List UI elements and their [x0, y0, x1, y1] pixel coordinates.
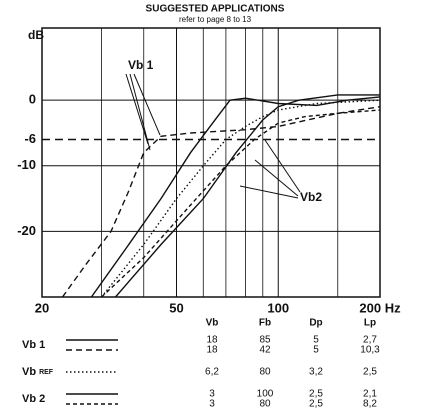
x-tick-label: 20	[35, 300, 49, 315]
table-cell: 18	[206, 345, 218, 356]
curve	[114, 94, 380, 297]
title: SUGGESTED APPLICATIONS	[146, 4, 285, 15]
table-cell: 100	[257, 389, 274, 400]
y-tick-label: -6	[24, 131, 36, 146]
table-cell: 80	[259, 399, 271, 408]
table-cell: 85	[259, 335, 271, 346]
y-tick-label: -20	[17, 223, 36, 238]
table-cell: 3	[209, 389, 215, 400]
table-cell: 8,2	[363, 399, 377, 408]
row-label-sub: REF	[39, 369, 54, 376]
curve	[61, 106, 380, 297]
y-unit: dB	[28, 28, 44, 42]
table-cell: 5	[313, 345, 319, 356]
curve	[90, 96, 380, 297]
x-tick-label: 200 Hz	[359, 300, 401, 315]
table-cell: 5	[313, 335, 319, 346]
table-cell: 3,2	[309, 367, 323, 378]
pointer	[125, 73, 161, 151]
annotation: Vb2	[300, 190, 322, 204]
table-header: Vb	[206, 318, 219, 329]
table-header: Fb	[259, 318, 271, 329]
table-cell: 2,5	[363, 367, 377, 378]
table-cell: 6,2	[205, 367, 219, 378]
row-label: Vb 2	[22, 393, 45, 405]
curve	[100, 99, 380, 297]
table-cell: 80	[259, 367, 271, 378]
table-cell: 2,5	[309, 389, 323, 400]
annotation: Vb 1	[128, 58, 154, 72]
table-header: Lp	[364, 318, 376, 329]
pointer	[239, 139, 301, 199]
y-tick-label: 0	[29, 92, 36, 107]
y-tick-label: -10	[17, 157, 36, 172]
subtitle: refer to page 8 to 13	[179, 15, 252, 24]
table-cell: 3	[209, 399, 215, 408]
table-cell: 2,5	[309, 399, 323, 408]
table-cell: 2,7	[363, 335, 377, 346]
x-tick-label: 50	[169, 300, 183, 315]
table-cell: 10,3	[360, 345, 380, 356]
x-tick-label: 100	[267, 300, 289, 315]
table-cell: 18	[206, 335, 218, 346]
table-cell: 42	[259, 345, 271, 356]
curve	[101, 109, 380, 297]
row-label: Vb 1	[22, 339, 45, 351]
table-cell: 2,1	[363, 389, 377, 400]
table-header: Dp	[309, 318, 322, 329]
